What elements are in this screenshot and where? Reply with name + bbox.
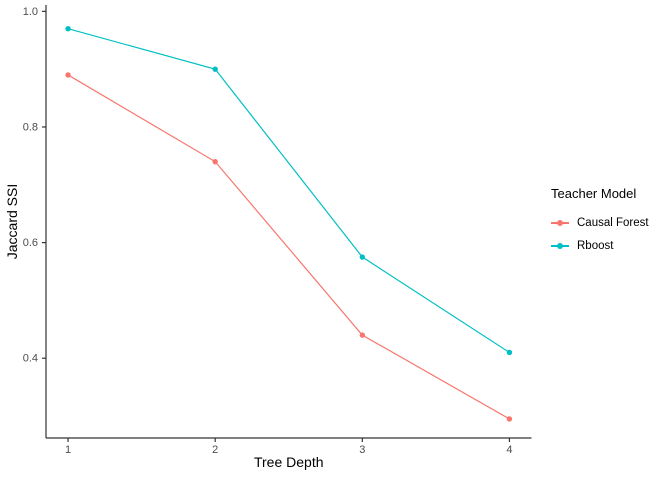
data-point-causal-forest-4 [506,416,513,422]
legend-key-rboost-icon [551,240,569,252]
series-line-rboost [67,28,510,353]
legend-item-causal-forest: Causal Forest [551,211,649,234]
x-tick-label: 2 [212,444,218,456]
legend-item-label-rboost: Rboost [577,239,614,252]
series-line-causal-forest [67,74,510,420]
data-point-rboost-2 [212,66,218,72]
y-tick-label: 1.0 [23,6,38,18]
legend-item-rboost: Rboost [551,234,649,257]
legend-key-dot [557,242,563,249]
legend: Teacher Model Causal Forest Rboost [551,186,649,257]
legend-key-causal-forest-icon [551,217,569,229]
data-point-rboost-4 [506,349,513,356]
data-point-rboost-1 [65,26,71,32]
x-tick-label: 1 [65,444,71,456]
data-point-causal-forest-2 [212,158,218,165]
x-tick-label: 3 [359,444,365,456]
legend-key-dot [557,219,563,226]
y-axis-title: Jaccard SSI [4,184,20,259]
x-tick-label: 4 [506,444,512,456]
y-tick-label: 0.4 [23,353,38,365]
data-point-causal-forest-1 [65,72,71,78]
y-tick-label: 0.8 [23,121,38,133]
data-point-rboost-3 [359,254,366,260]
y-tick-label: 0.6 [23,237,38,249]
legend-item-label-causal-forest: Causal Forest [577,216,649,229]
x-axis-title: Tree Depth [254,454,324,470]
data-point-causal-forest-3 [359,332,366,338]
legend-title: Teacher Model [551,186,637,201]
